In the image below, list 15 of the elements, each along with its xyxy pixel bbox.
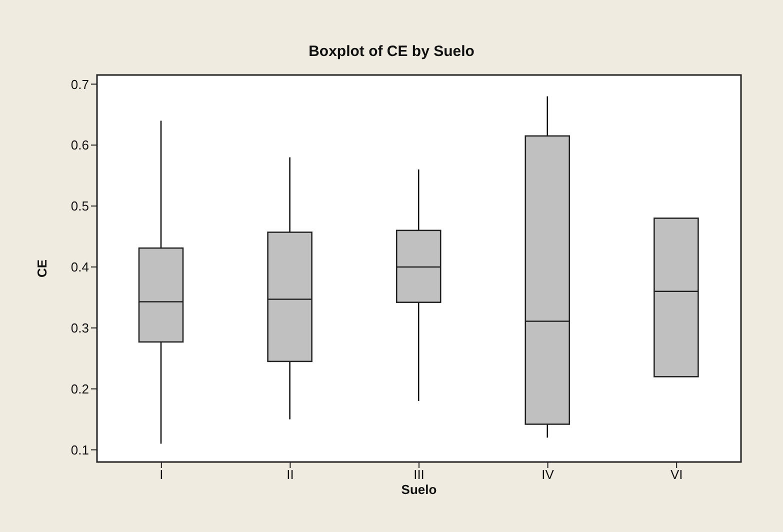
y-tick-label: 0.2 [70,381,89,396]
y-tick-label: 0.7 [70,76,89,92]
x-tick-label: III [414,467,424,482]
x-tick-label: VI [670,467,683,482]
y-axis-title: CE [34,259,50,278]
y-tick-label: 0.1 [70,442,89,458]
chart-title: Boxplot of CE by Suelo [308,43,476,60]
y-tick-label: 0.5 [70,198,89,214]
y-tick-label: 0.4 [70,260,89,275]
y-tick-label: 0.3 [70,320,89,336]
x-axis-title: Suelo [401,482,437,497]
x-tick-label: I [160,467,164,482]
y-tick-label: 0.6 [70,138,89,153]
x-tick-label: IV [542,467,554,482]
x-tick-label: II [286,467,294,482]
